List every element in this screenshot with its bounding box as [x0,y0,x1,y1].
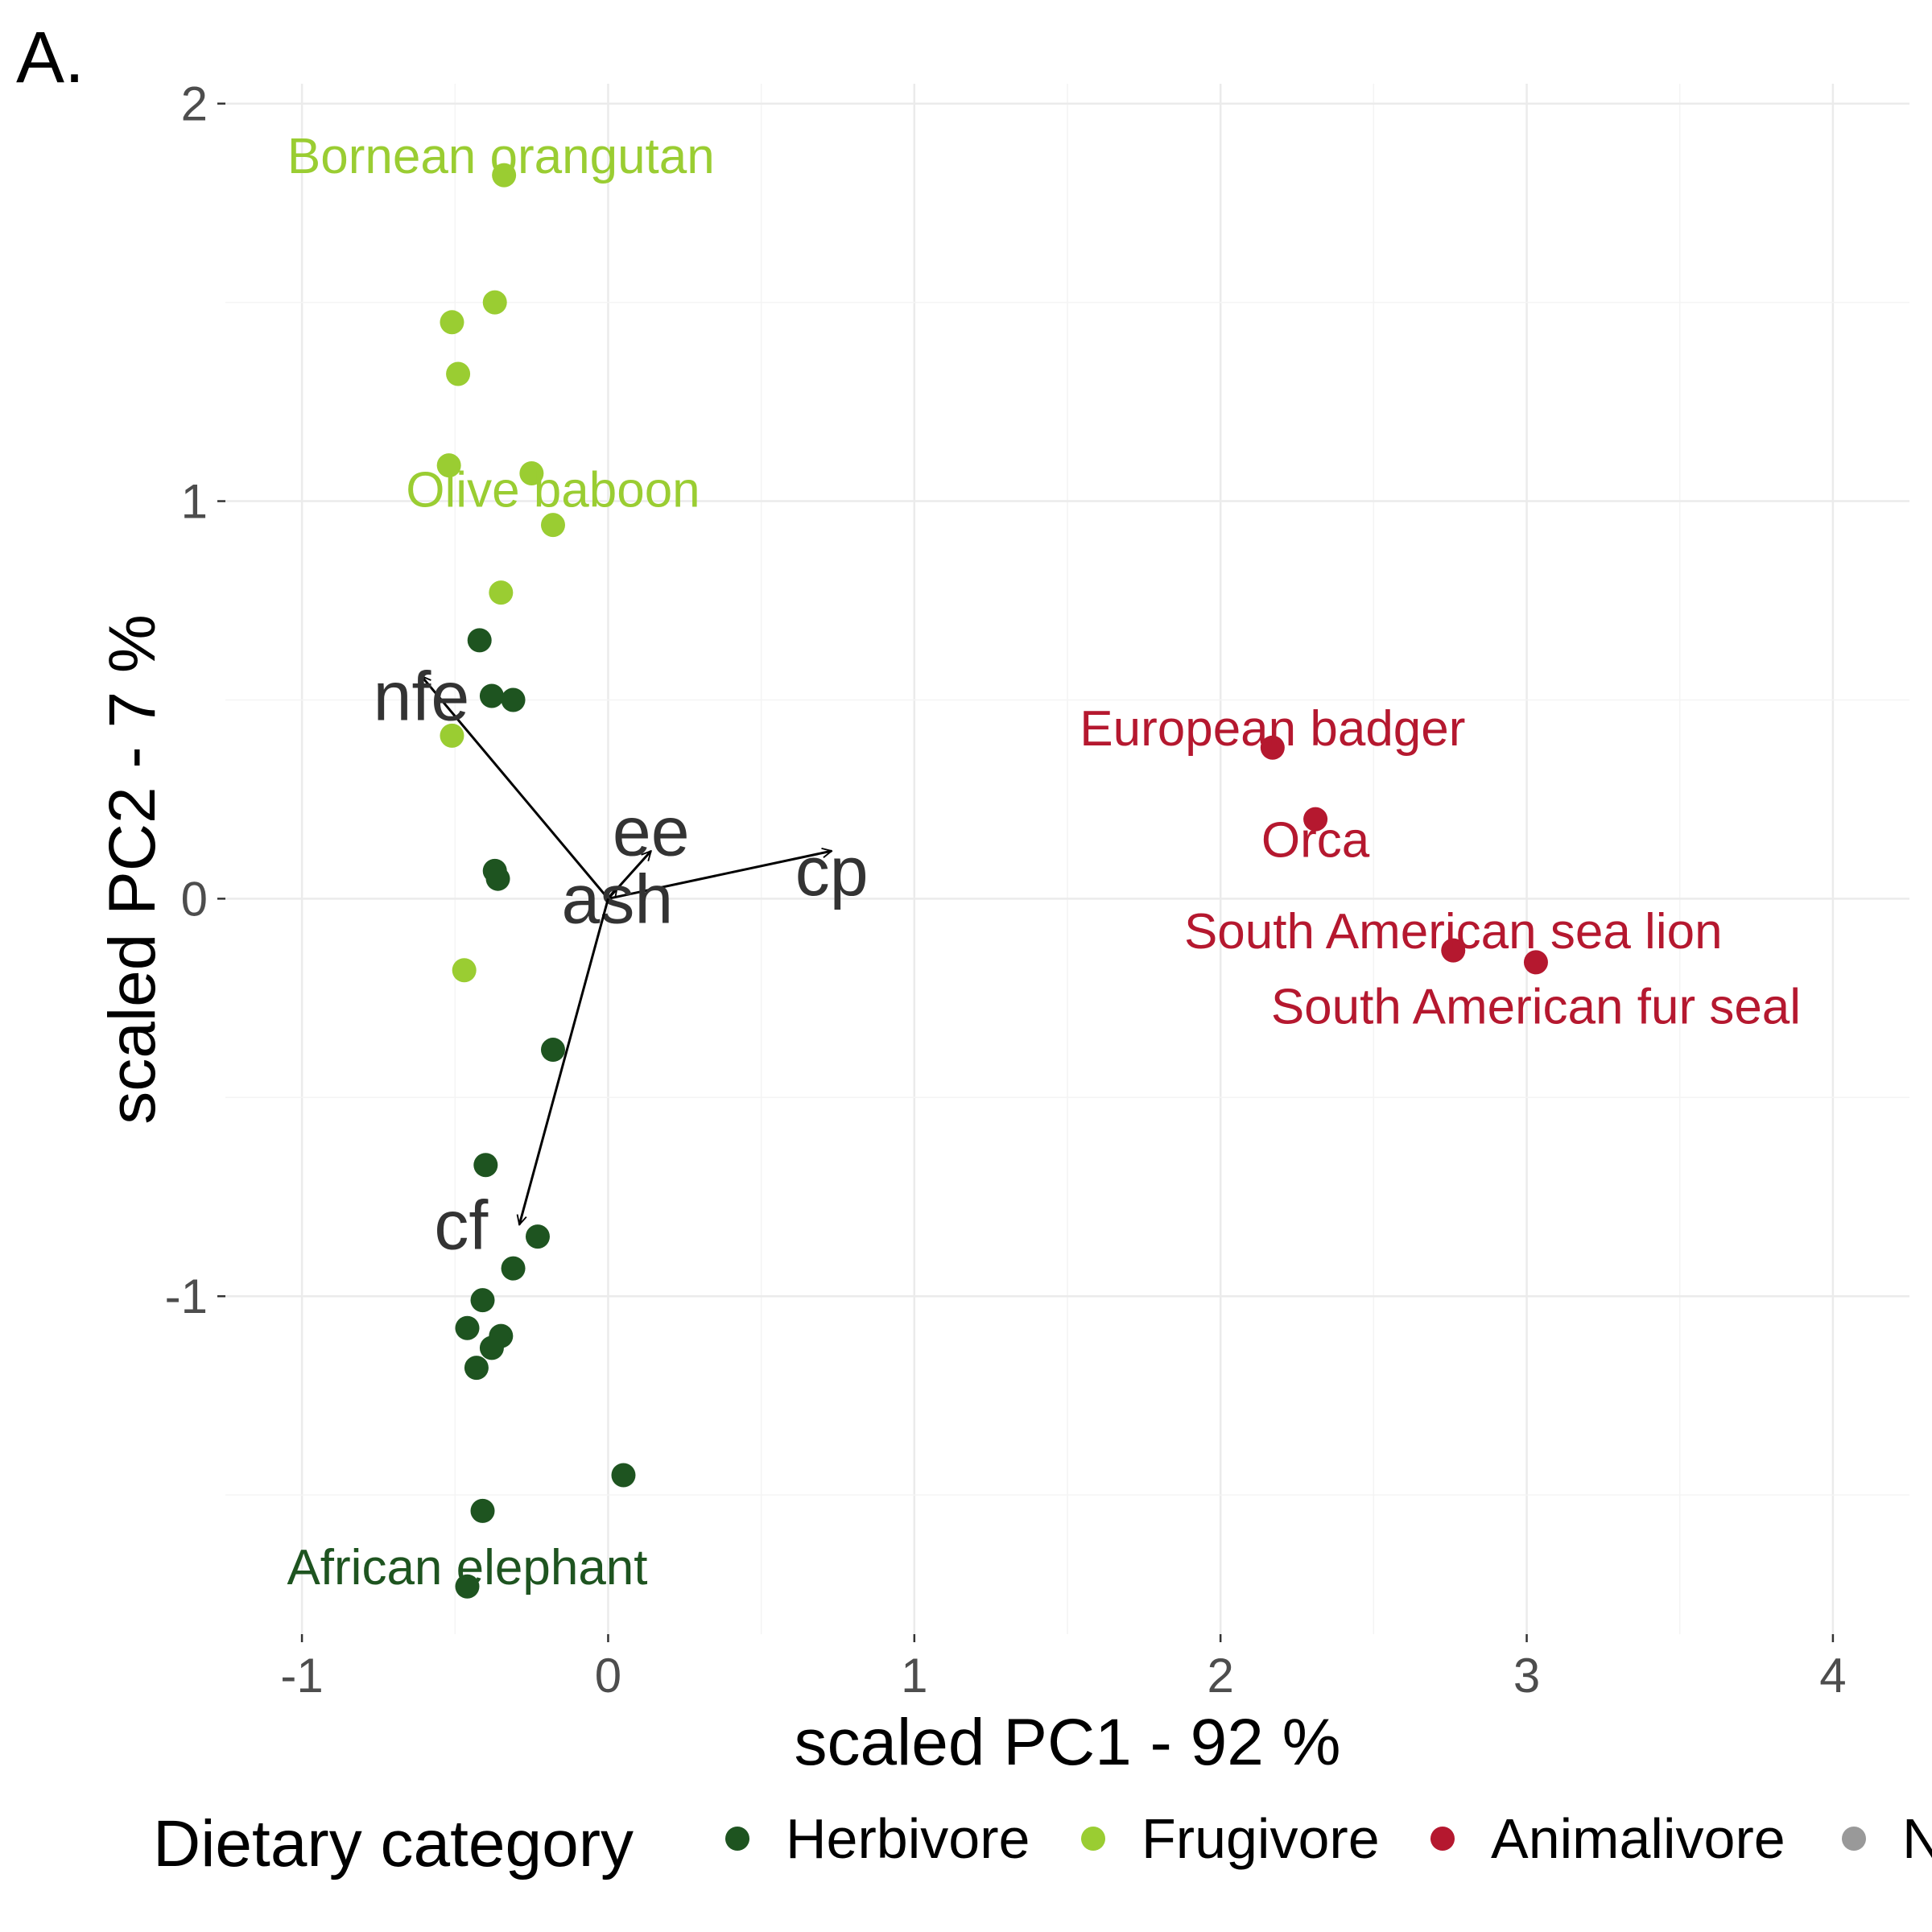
y-tick-label: 0 [181,872,208,926]
data-point-animalivore [1523,950,1548,975]
data-point-herbivore [540,1038,565,1063]
loading-label-cp: cp [795,833,869,910]
legend-key-animalivore [1430,1827,1455,1851]
y-tick-label: 2 [181,77,208,131]
x-tick-label: 2 [1207,1649,1233,1703]
point-label: Olive baboon [406,463,700,518]
data-point-herbivore [470,1498,495,1523]
y-tick-label: 1 [181,475,208,529]
axis-ticks: -1 0 1 2 3 4 -1 0 1 2 [165,77,1847,1703]
data-point-herbivore [485,866,510,891]
data-point-herbivore [479,1335,504,1360]
data-point-herbivore [470,1288,495,1313]
y-axis-title: scaled PC2 - 7 % [96,614,169,1125]
point-label: European badger [1080,701,1465,757]
x-tick-label: 0 [595,1649,621,1703]
point-label: Orca [1261,812,1370,868]
data-points [436,163,1548,1599]
data-point-herbivore [501,1256,526,1281]
data-point-animalivore [1441,938,1466,963]
loading-label-ee: ee [613,793,690,870]
panel-label: A. [16,18,85,98]
data-point-animalivore [1260,735,1285,760]
data-point-herbivore [455,1315,480,1340]
x-tick-label: -1 [280,1649,323,1703]
data-point-frugivore [452,958,477,983]
legend-key-frugivore [1081,1827,1105,1851]
data-point-herbivore [464,1356,489,1381]
legend-key-n [1842,1827,1866,1851]
data-point-frugivore [440,310,464,335]
data-point-herbivore [473,1153,498,1178]
legend-label: Frugivore [1141,1807,1380,1870]
loading-arrow-ash [607,887,617,900]
loading-arrow-cp [608,851,832,900]
legend-key-herbivore [725,1827,749,1851]
data-point-frugivore [436,453,461,478]
data-point-herbivore [455,1574,480,1599]
point-label: African elephant [287,1540,647,1596]
data-point-herbivore [479,683,504,708]
legend: Dietary category Herbivore Frugivore Animal… [153,1807,1932,1880]
loading-label-ash: ash [562,861,674,938]
legend-label: Herbivore [786,1807,1030,1870]
x-tick-label: 1 [901,1649,927,1703]
grid [225,84,1909,1634]
point-labels: Bornean orangutan Olive baboon African ele… [287,129,1801,1596]
loading-label-cf: cf [434,1187,489,1264]
data-point-frugivore [492,163,517,188]
loading-vectors: nfe ee cp ash cf [374,658,869,1265]
point-label: South American fur seal [1271,980,1801,1035]
x-axis-title: scaled PC1 - 92 % [794,1706,1340,1779]
data-point-frugivore [482,290,507,315]
legend-title: Dietary category [153,1807,634,1880]
x-tick-label: 4 [1819,1649,1846,1703]
data-point-frugivore [489,580,514,605]
y-tick-label: -1 [165,1269,208,1323]
point-label: South American sea lion [1184,904,1723,960]
data-point-frugivore [446,361,471,386]
point-label: Bornean orangutan [287,129,715,184]
data-point-frugivore [440,723,464,748]
legend-label: Animalivore [1491,1807,1785,1870]
loading-arrow-cf [519,898,609,1224]
data-point-herbivore [501,687,526,712]
x-tick-label: 3 [1513,1649,1540,1703]
data-point-frugivore [519,460,544,485]
data-point-herbivore [611,1463,636,1488]
legend-label: N [1902,1807,1932,1870]
loading-arrow-nfe [421,676,609,900]
data-point-frugivore [540,513,565,538]
data-point-herbivore [467,628,492,653]
data-point-herbivore [525,1224,550,1249]
data-point-animalivore [1303,807,1328,832]
loading-label-nfe: nfe [374,658,470,736]
